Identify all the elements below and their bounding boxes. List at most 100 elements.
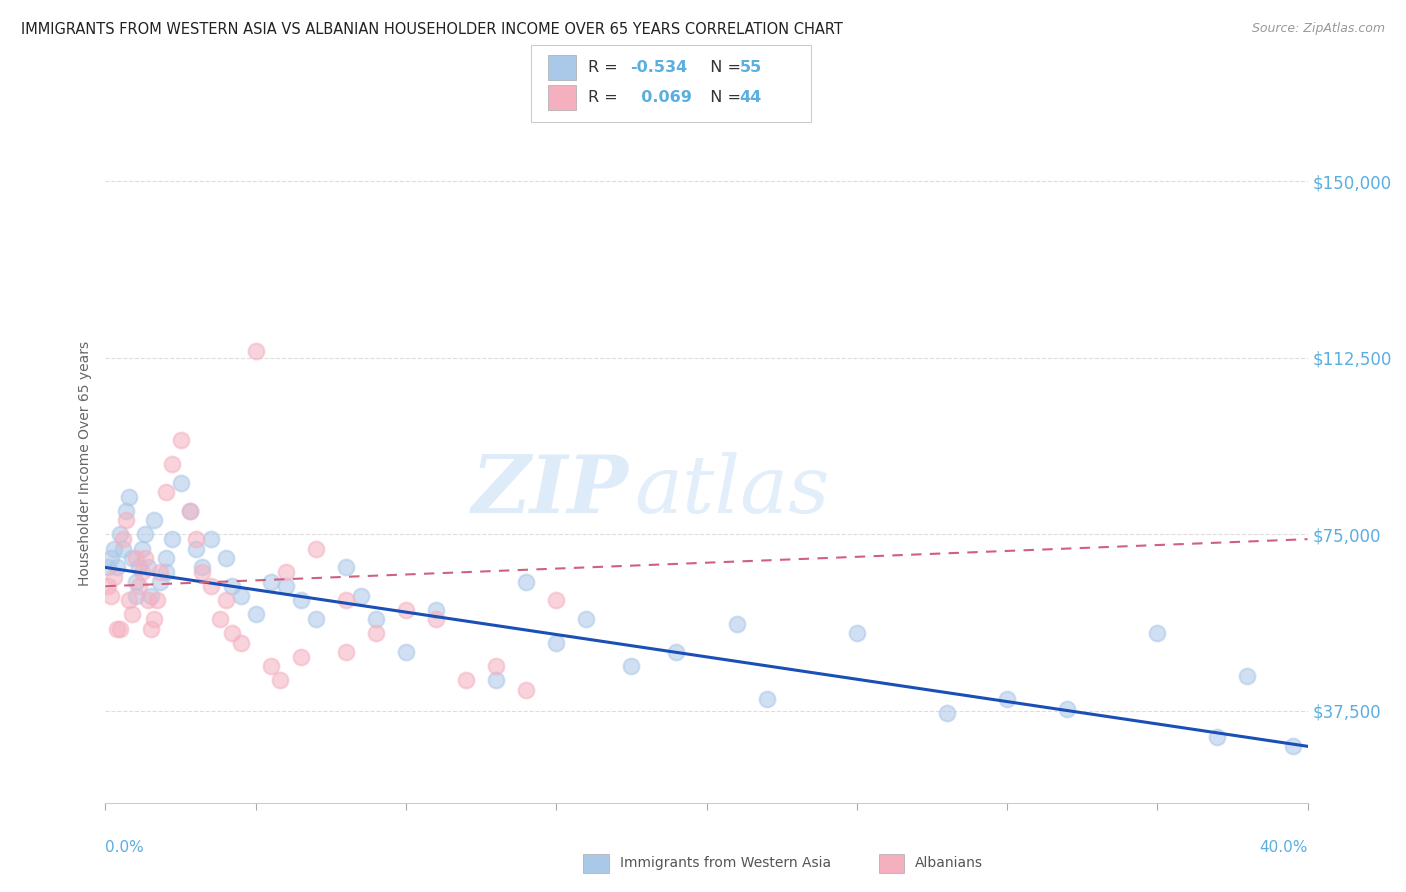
- Text: ZIP: ZIP: [471, 452, 628, 530]
- Text: atlas: atlas: [634, 452, 830, 530]
- Point: [305, 612, 328, 626]
- Point: [142, 513, 165, 527]
- Point: [845, 626, 868, 640]
- Point: [124, 574, 146, 589]
- Point: [425, 603, 447, 617]
- Point: [124, 551, 146, 566]
- Point: [515, 682, 537, 697]
- Point: [136, 560, 159, 574]
- Point: [179, 504, 201, 518]
- Point: [274, 565, 297, 579]
- Point: [110, 622, 132, 636]
- Text: N =: N =: [700, 61, 747, 75]
- Text: IMMIGRANTS FROM WESTERN ASIA VS ALBANIAN HOUSEHOLDER INCOME OVER 65 YEARS CORREL: IMMIGRANTS FROM WESTERN ASIA VS ALBANIAN…: [21, 22, 844, 37]
- Point: [546, 636, 568, 650]
- Point: [245, 343, 267, 358]
- Point: [214, 551, 236, 566]
- Point: [936, 706, 959, 721]
- Point: [1056, 701, 1078, 715]
- Point: [112, 532, 135, 546]
- Text: 44: 44: [740, 90, 762, 104]
- Point: [184, 541, 207, 556]
- Point: [725, 616, 748, 631]
- Point: [128, 560, 150, 574]
- Point: [395, 603, 418, 617]
- Point: [755, 692, 778, 706]
- Point: [190, 565, 212, 579]
- Point: [335, 645, 357, 659]
- Point: [103, 541, 125, 556]
- Point: [139, 589, 162, 603]
- Point: [190, 560, 212, 574]
- Text: 0.069: 0.069: [630, 90, 692, 104]
- Point: [131, 565, 153, 579]
- Point: [121, 551, 143, 566]
- Text: 0.0%: 0.0%: [105, 840, 145, 855]
- Point: [229, 636, 252, 650]
- Point: [134, 527, 156, 541]
- Point: [155, 485, 177, 500]
- Point: [110, 527, 132, 541]
- Point: [350, 589, 373, 603]
- Point: [515, 574, 537, 589]
- Point: [995, 692, 1018, 706]
- Point: [155, 551, 177, 566]
- Point: [134, 551, 156, 566]
- Point: [208, 612, 231, 626]
- Point: [103, 570, 125, 584]
- Point: [169, 434, 191, 448]
- Point: [546, 593, 568, 607]
- Text: Source: ZipAtlas.com: Source: ZipAtlas.com: [1251, 22, 1385, 36]
- Point: [148, 574, 170, 589]
- Point: [260, 574, 283, 589]
- Point: [100, 551, 122, 566]
- Point: [121, 607, 143, 622]
- Point: [139, 622, 162, 636]
- Point: [364, 612, 387, 626]
- Point: [485, 673, 508, 688]
- Text: 55: 55: [740, 61, 762, 75]
- Point: [128, 579, 150, 593]
- Point: [269, 673, 291, 688]
- Point: [107, 622, 129, 636]
- Point: [274, 579, 297, 593]
- Point: [229, 589, 252, 603]
- Point: [245, 607, 267, 622]
- Text: Albanians: Albanians: [915, 856, 983, 871]
- Point: [214, 593, 236, 607]
- Point: [1206, 730, 1229, 744]
- Point: [221, 626, 243, 640]
- Text: Immigrants from Western Asia: Immigrants from Western Asia: [620, 856, 831, 871]
- Point: [155, 565, 177, 579]
- Y-axis label: Householder Income Over 65 years: Householder Income Over 65 years: [77, 342, 91, 586]
- Point: [1236, 669, 1258, 683]
- Point: [620, 659, 643, 673]
- Point: [118, 593, 141, 607]
- Text: R =: R =: [588, 61, 623, 75]
- Point: [160, 457, 183, 471]
- Point: [1146, 626, 1168, 640]
- Text: R =: R =: [588, 90, 623, 104]
- Point: [425, 612, 447, 626]
- Point: [200, 579, 222, 593]
- Point: [200, 532, 222, 546]
- Point: [97, 560, 120, 574]
- Point: [184, 532, 207, 546]
- Text: -0.534: -0.534: [630, 61, 688, 75]
- Point: [485, 659, 508, 673]
- Point: [1281, 739, 1303, 754]
- Point: [160, 532, 183, 546]
- Point: [100, 589, 122, 603]
- Text: N =: N =: [700, 90, 747, 104]
- Point: [131, 541, 153, 556]
- Point: [335, 593, 357, 607]
- Point: [221, 579, 243, 593]
- Point: [454, 673, 477, 688]
- Point: [335, 560, 357, 574]
- Point: [290, 593, 312, 607]
- Point: [148, 565, 170, 579]
- Point: [115, 504, 138, 518]
- Point: [665, 645, 688, 659]
- Point: [169, 475, 191, 490]
- Point: [179, 504, 201, 518]
